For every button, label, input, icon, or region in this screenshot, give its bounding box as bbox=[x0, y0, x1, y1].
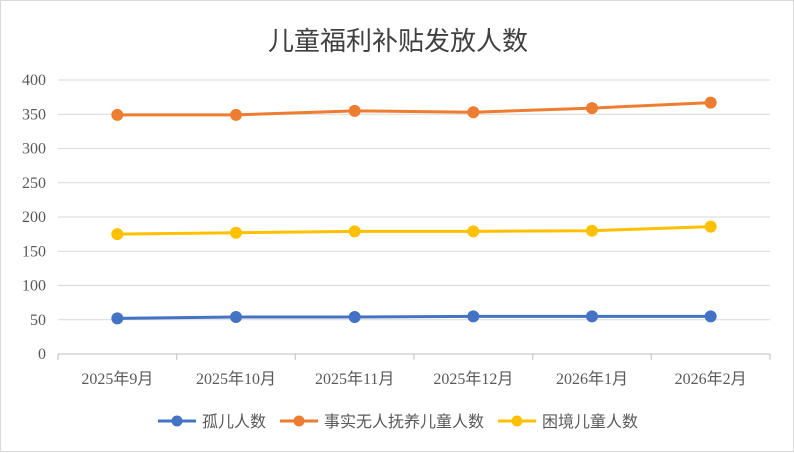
y-tick-label: 250 bbox=[22, 175, 46, 192]
series-line bbox=[115, 225, 713, 236]
data-point bbox=[586, 224, 598, 237]
data-point bbox=[230, 311, 242, 324]
legend-label: 事实无人抚养儿童人数 bbox=[324, 412, 484, 431]
data-point bbox=[111, 312, 124, 325]
x-tick-label: 2025年11月 bbox=[315, 370, 394, 388]
legend: 孤儿人数 事实无人抚养儿童人数 困境儿童人数 bbox=[158, 412, 638, 431]
chart-title: 儿童福利补贴发放人数 bbox=[268, 27, 528, 57]
y-tick-label: 100 bbox=[22, 278, 46, 295]
series-line bbox=[115, 314, 713, 320]
data-point bbox=[111, 108, 124, 121]
data-point bbox=[586, 310, 598, 323]
legend-swatch-marker bbox=[293, 415, 305, 427]
legend-label: 孤儿人数 bbox=[202, 412, 266, 431]
y-tick-label: 0 bbox=[38, 346, 46, 363]
y-tick-label: 150 bbox=[22, 243, 46, 260]
data-point bbox=[586, 102, 598, 115]
legend-item: 孤儿人数 bbox=[158, 412, 266, 431]
data-point bbox=[704, 310, 717, 323]
y-axis: 0 50 100 150 200 250 300 350 400 bbox=[22, 72, 46, 363]
legend-swatch-marker bbox=[511, 415, 523, 427]
y-tick-label: 200 bbox=[22, 209, 46, 226]
x-tick-label: 2026年2月 bbox=[675, 370, 747, 388]
series-1 bbox=[111, 96, 717, 121]
y-tick-label: 400 bbox=[22, 72, 46, 89]
series-group bbox=[111, 96, 717, 325]
data-point bbox=[348, 311, 361, 324]
y-tick-label: 350 bbox=[22, 106, 46, 123]
legend-label: 困境儿童人数 bbox=[542, 412, 638, 431]
x-tick-label: 2026年1月 bbox=[556, 370, 628, 388]
x-tick-label: 2025年12月 bbox=[433, 370, 513, 388]
data-point bbox=[704, 220, 717, 233]
data-point bbox=[467, 310, 480, 323]
data-point bbox=[111, 228, 124, 241]
data-point bbox=[467, 225, 480, 238]
x-tick-label: 2025年9月 bbox=[81, 370, 153, 388]
y-tick-label: 50 bbox=[30, 312, 46, 329]
data-point bbox=[230, 226, 242, 239]
y-tick-label: 300 bbox=[22, 141, 46, 158]
data-point bbox=[467, 106, 480, 119]
series-0 bbox=[111, 310, 717, 325]
legend-item: 困境儿童人数 bbox=[498, 412, 638, 431]
series-line bbox=[115, 101, 713, 117]
legend-swatch-marker bbox=[171, 415, 183, 427]
x-axis: 2025年9月 2025年10月 2025年11月 2025年12月 2026年1月 20… bbox=[57, 353, 771, 388]
data-point bbox=[704, 96, 717, 109]
data-point bbox=[348, 104, 361, 117]
data-point bbox=[348, 225, 361, 238]
data-point bbox=[230, 108, 242, 121]
legend-item: 事实无人抚养儿童人数 bbox=[280, 412, 484, 431]
x-tick-label: 2025年10月 bbox=[196, 370, 276, 388]
series-2 bbox=[111, 220, 717, 241]
